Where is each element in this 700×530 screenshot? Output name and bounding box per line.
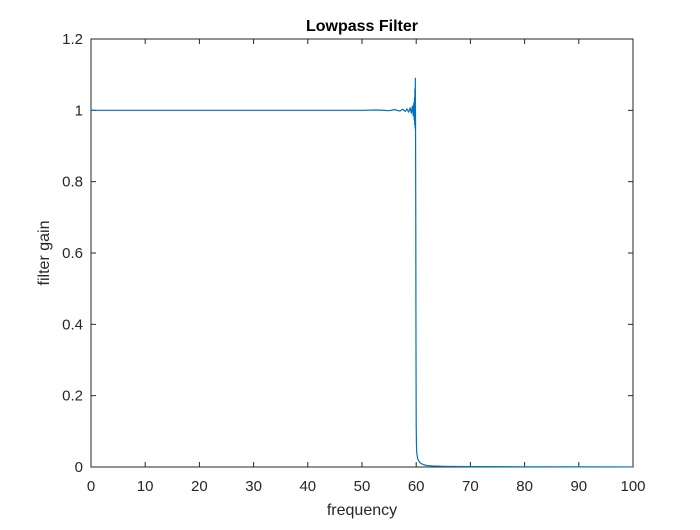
- x-tick-label: 30: [245, 478, 262, 495]
- x-axis: 0 10 20 30 40 50 60 70 80 90 100: [87, 39, 646, 495]
- x-tick-label: 0: [87, 478, 95, 495]
- y-axis-label: filter gain: [36, 221, 53, 286]
- x-tick-label: 20: [191, 478, 208, 495]
- series-line: [91, 77, 634, 468]
- x-tick-label: 70: [462, 478, 479, 495]
- chart-title: Lowpass Filter: [306, 18, 418, 35]
- y-axis: 0 0.2 0.4 0.6 0.8 1 1.2: [62, 31, 633, 476]
- y-tick-label: 1.2: [62, 31, 83, 48]
- plot-area: [90, 38, 634, 468]
- y-tick-label: 0.2: [62, 388, 83, 405]
- series-layer: [91, 77, 634, 468]
- y-tick-label: 0.8: [62, 174, 83, 191]
- y-tick-label: 1: [75, 102, 83, 119]
- x-tick-label: 40: [299, 478, 316, 495]
- x-axis-label: frequency: [327, 502, 397, 519]
- x-tick-label: 80: [516, 478, 533, 495]
- y-tick-label: 0.6: [62, 245, 83, 262]
- x-tick-label: 60: [408, 478, 425, 495]
- x-tick-label: 50: [354, 478, 371, 495]
- x-tick-label: 100: [620, 478, 645, 495]
- y-tick-label: 0.4: [62, 316, 83, 333]
- y-tick-label: 0: [75, 459, 83, 476]
- x-tick-label: 10: [137, 478, 154, 495]
- x-tick-label: 90: [570, 478, 587, 495]
